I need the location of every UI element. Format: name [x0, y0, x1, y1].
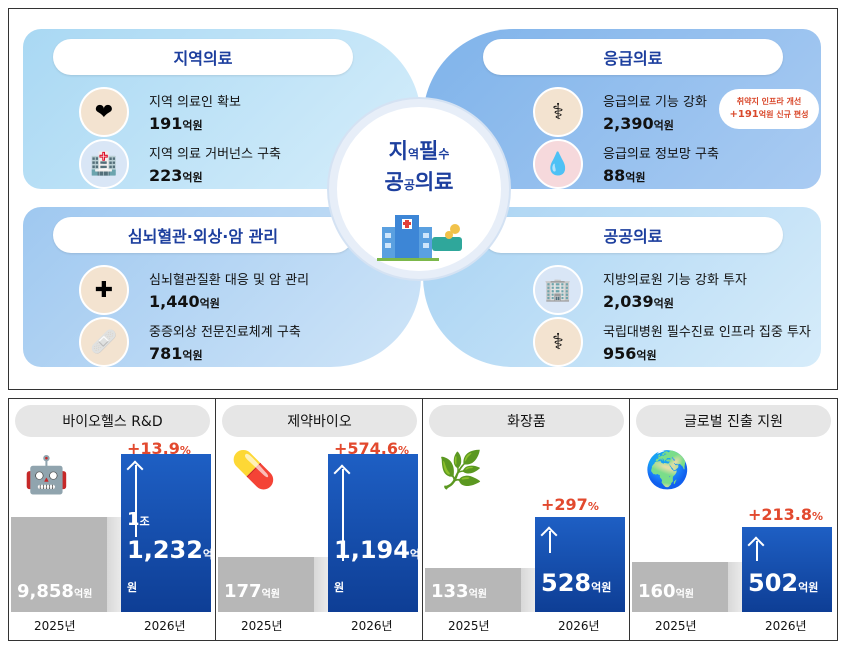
item-value: 88억원: [603, 166, 646, 185]
growth-percent: +13.9%: [127, 439, 191, 458]
bar-connector: [728, 562, 742, 612]
item-value: 1,440억원: [149, 292, 220, 311]
emergency-item-1: ⚕ 응급의료 기능 강화 2,390억원: [533, 87, 707, 137]
bar-connector: [521, 568, 535, 612]
doctor-icon: ⚕: [533, 317, 583, 367]
blood-drop-icon: 💧: [533, 139, 583, 189]
public-item-1: 🏢 지방의료원 기능 강화 투자 2,039억원: [533, 265, 747, 315]
value-2025: 160억원: [638, 581, 694, 602]
pharma-bio-panel: 제약바이오 💊 +574.6% 177억원 1,194억원 2025년 2026…: [216, 399, 423, 640]
item-value: 2,039억원: [603, 292, 674, 311]
bar-connector: [314, 557, 328, 612]
regional-care-section: 지역의료 ❤ 지역 의료인 확보 191억원 🏥 지역 의료 거버넌스 구축 2…: [23, 29, 421, 189]
up-arrow-icon: [342, 469, 344, 561]
panel-title: 바이오헬스 R&D: [15, 405, 210, 437]
item-value: 223억원: [149, 166, 203, 185]
item-label: 지역 의료 거버넌스 구축: [149, 147, 281, 162]
hospital-icon: [377, 215, 462, 261]
growth-percent: +213.8%: [748, 505, 824, 524]
emergency-care-section: 응급의료 ⚕ 응급의료 기능 강화 2,390억원 💧 응급의료 정보망 구축 …: [423, 29, 821, 189]
value-2026: 1조 1,232억원: [127, 509, 214, 594]
growth-percent: +574.6%: [334, 439, 410, 458]
item-label: 응급의료 기능 강화: [603, 95, 707, 110]
year-2026: 2026년: [144, 619, 186, 633]
bio-health-budget-chart: 바이오헬스 R&D 🤖 +13.9% 9,858억원 1조 1,232억원 20…: [8, 398, 838, 641]
value-2026: 502억원: [748, 569, 819, 597]
value-2026: 528억원: [541, 569, 612, 597]
year-2025: 2025년: [448, 619, 490, 633]
doctor-icon: ⚕: [533, 87, 583, 137]
bar-2025: [11, 517, 107, 612]
bar-connector: [107, 517, 121, 612]
year-2026: 2026년: [558, 619, 600, 633]
item-label: 국립대병원 필수진료 인프라 집중 투자: [603, 325, 811, 340]
year-2025: 2025년: [34, 619, 76, 633]
bar-2025: [425, 568, 521, 612]
cardio-item-2: 🩹 중증외상 전문진료체계 구축 781억원: [79, 317, 301, 367]
item-label: 심뇌혈관질환 대응 및 암 관리: [149, 273, 310, 288]
panel-title: 제약바이오: [222, 405, 417, 437]
cardio-section-title: 심뇌혈관·외상·암 관리: [53, 217, 353, 253]
robot-icon: 🤖: [24, 455, 69, 496]
public-care-title: 공공의료: [483, 217, 783, 253]
injured-patient-icon: 🩹: [79, 317, 129, 367]
value-2025: 177억원: [224, 581, 280, 602]
year-2025: 2025년: [241, 619, 283, 633]
nurse-shield-icon: ✚: [79, 265, 129, 315]
cosmetics-panel: 화장품 🌿 +297% 133억원 528억원 2025년 2026년: [423, 399, 630, 640]
item-value: 956억원: [603, 344, 657, 363]
emergency-care-title: 응급의료: [483, 39, 783, 75]
panel-title: 글로벌 진출 지원: [636, 405, 831, 437]
value-2026: 1,194억원: [334, 536, 421, 594]
item-value: 781억원: [149, 344, 203, 363]
up-arrow-icon: [135, 465, 137, 537]
year-2026: 2026년: [765, 619, 807, 633]
hospital-building-icon: 🏥: [79, 139, 129, 189]
year-2026: 2026년: [351, 619, 393, 633]
regional-item-1: ❤ 지역 의료인 확보 191억원: [79, 87, 241, 137]
global-expansion-panel: 글로벌 진출 지원 🌍 +213.8% 160억원 502억원 2025년 20…: [630, 399, 837, 640]
biohealth-rnd-panel: 바이오헬스 R&D 🤖 +13.9% 9,858억원 1조 1,232억원 20…: [9, 399, 216, 640]
value-2025: 9,858억원: [17, 581, 93, 602]
up-arrow-icon: [756, 541, 758, 561]
item-value: 2,390억원: [603, 114, 674, 133]
center-emblem: 지역필수 공공의료: [329, 99, 509, 279]
public-item-2: ⚕ 국립대병원 필수진료 인프라 집중 투자 956억원: [533, 317, 811, 367]
regional-care-title: 지역의료: [53, 39, 353, 75]
up-arrow-icon: [549, 531, 551, 553]
regional-essential-public-care-panel: 지역의료 ❤ 지역 의료인 확보 191억원 🏥 지역 의료 거버넌스 구축 2…: [8, 8, 838, 390]
panel-title: 화장품: [429, 405, 624, 437]
hospital-building-icon: 🏢: [533, 265, 583, 315]
item-label: 지역 의료인 확보: [149, 95, 241, 110]
item-label: 지방의료원 기능 강화 투자: [603, 273, 747, 288]
growth-percent: +297%: [541, 495, 599, 514]
regional-item-2: 🏥 지역 의료 거버넌스 구축 223억원: [79, 139, 281, 189]
cardio-item-1: ✚ 심뇌혈관질환 대응 및 암 관리 1,440억원: [79, 265, 309, 315]
bar-2025: [218, 557, 314, 612]
year-2025: 2025년: [655, 619, 697, 633]
value-2025: 133억원: [431, 581, 487, 602]
new-budget-callout: 취약지 인프라 개선 +191억원 신규 편성: [719, 89, 819, 129]
item-value: 191억원: [149, 114, 203, 133]
item-label: 응급의료 정보망 구축: [603, 147, 719, 162]
doctor-heart-icon: ❤: [79, 87, 129, 137]
item-label: 중증외상 전문진료체계 구축: [149, 325, 301, 340]
emergency-item-2: 💧 응급의료 정보망 구축 88억원: [533, 139, 719, 189]
plant-hand-icon: 🌿: [438, 450, 483, 491]
molecule-hand-icon: 💊: [231, 450, 276, 491]
bar-2025: [632, 562, 728, 612]
globe-hands-icon: 🌍: [645, 450, 690, 491]
center-title: 지역필수 공공의료: [384, 139, 454, 194]
